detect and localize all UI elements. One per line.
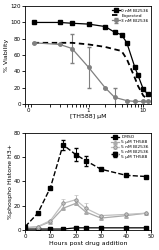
0 nM BI2536	[126, 41, 128, 44]
5 μM TH588	[37, 225, 39, 228]
Expected	[147, 98, 149, 100]
Expected	[33, 41, 35, 44]
5 μM TH588	[145, 212, 147, 215]
Line: 5 μM TH588: 5 μM TH588	[24, 202, 148, 230]
DMSO	[85, 226, 87, 229]
DMSO	[37, 228, 39, 230]
Legend: 0 nM BI2536, Expected, 3 nM BI2536: 0 nM BI2536, Expected, 3 nM BI2536	[111, 8, 149, 24]
5 μM TH588	[75, 202, 77, 205]
DMSO	[62, 228, 64, 230]
Expected	[59, 41, 61, 44]
Y-axis label: %phospho Histone H3+: %phospho Histone H3+	[8, 144, 13, 219]
0 nM BI2536	[104, 25, 106, 28]
0 nM BI2536	[137, 74, 139, 77]
0 nM BI2536	[147, 92, 149, 96]
Expected	[126, 58, 128, 60]
Expected	[142, 94, 144, 97]
0 nM BI2536	[142, 88, 144, 91]
Line: 0 nM BI2536: 0 nM BI2536	[32, 21, 149, 96]
0 nM BI2536	[88, 22, 90, 26]
0 nM BI2536	[121, 33, 122, 36]
DMSO	[75, 226, 77, 229]
Y-axis label: % Viability: % Viability	[4, 38, 9, 72]
Expected	[88, 43, 90, 46]
Line: Expected: Expected	[34, 43, 148, 99]
0 nM BI2536	[59, 21, 61, 24]
DMSO	[145, 226, 147, 229]
Legend: DMSO, 5 μM TH588, 5 nM BI2536, 5 nM BI2536
5 μM TH588: DMSO, 5 μM TH588, 5 nM BI2536, 5 nM BI25…	[111, 135, 149, 159]
5 μM TH588	[24, 226, 26, 229]
Expected	[121, 50, 122, 52]
Expected	[134, 76, 136, 79]
5 μM TH588	[49, 220, 51, 223]
Expected	[137, 84, 139, 87]
5 μM TH588	[62, 207, 64, 210]
5 μM TH588	[125, 214, 127, 217]
DMSO	[49, 228, 51, 230]
DMSO	[125, 226, 127, 229]
0 nM BI2536	[71, 22, 73, 25]
X-axis label: Hours post drug addition: Hours post drug addition	[49, 241, 128, 246]
5 μM TH588	[100, 216, 102, 220]
0 nM BI2536	[114, 31, 116, 34]
0 nM BI2536	[134, 66, 136, 69]
Expected	[114, 48, 116, 51]
5 μM TH588	[85, 210, 87, 214]
Expected	[71, 41, 73, 44]
0 nM BI2536	[33, 21, 35, 24]
Expected	[104, 46, 106, 48]
DMSO	[100, 226, 102, 229]
X-axis label: [TH588] μM: [TH588] μM	[70, 114, 107, 119]
Line: DMSO: DMSO	[24, 226, 148, 231]
DMSO	[24, 228, 26, 230]
